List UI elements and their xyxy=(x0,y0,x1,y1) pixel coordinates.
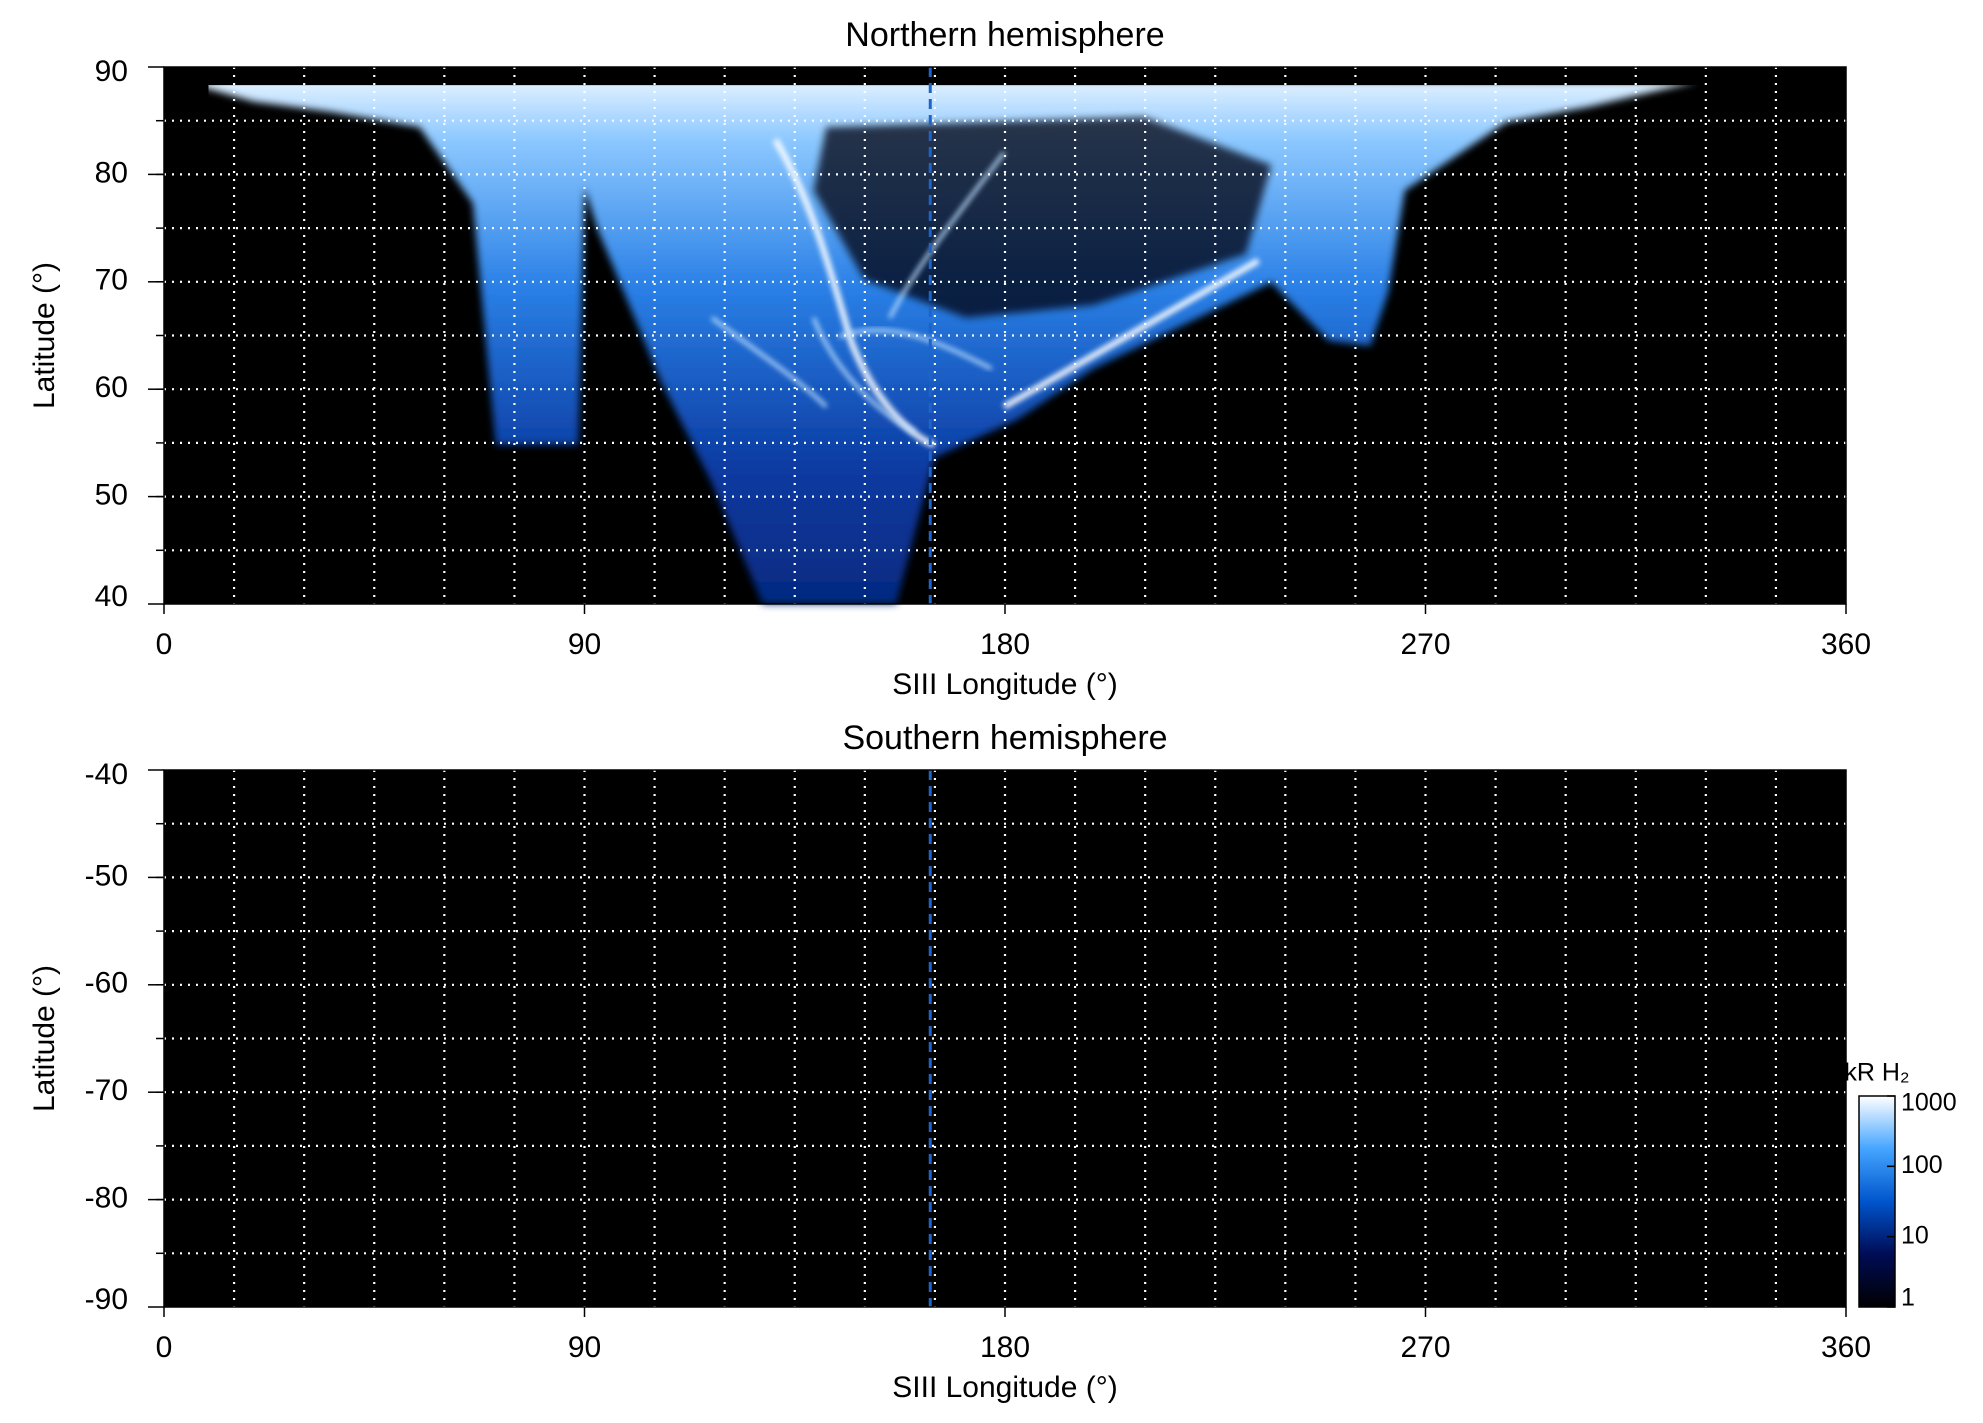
colorbar-tick-label: 10 xyxy=(1901,1221,1929,1249)
y-tick-label: -60 xyxy=(85,967,128,1000)
y-tick-label: 90 xyxy=(95,55,128,88)
x-tick-label: 90 xyxy=(568,1331,601,1364)
x-tick-label: 180 xyxy=(980,1331,1030,1364)
y-tick-label: 60 xyxy=(95,371,128,404)
colorbar-label: kR H₂ xyxy=(1844,1059,1909,1087)
x-tick-label: 270 xyxy=(1400,628,1450,661)
y-tick-label: -90 xyxy=(85,1283,128,1316)
panel: Northern hemisphere 40 50 60 70 80 90 0 90 180 270… xyxy=(28,16,1871,701)
x-tick-label: 360 xyxy=(1821,628,1871,661)
aurora-image xyxy=(208,85,1681,604)
y-tick-label: 80 xyxy=(95,156,128,189)
x-axis-label: SIII Longitude (°) xyxy=(892,1371,1117,1404)
aurora-arc xyxy=(1002,257,1261,410)
y-tick-label: -50 xyxy=(85,859,128,892)
dark-cap xyxy=(813,116,1272,318)
aurora-arc xyxy=(888,151,1006,319)
x-tick-label: 0 xyxy=(156,1331,173,1364)
aurora-arc xyxy=(838,328,993,371)
y-tick-label: 70 xyxy=(95,264,128,297)
x-tick-label: 360 xyxy=(1821,1331,1871,1364)
y-axis-label: Latitude (°) xyxy=(28,965,61,1112)
panel: Southern hemisphere -90 -80 -70 -60 -50 -40 0 90… xyxy=(28,719,1871,1404)
colorbar-tick-label: 1 xyxy=(1901,1284,1915,1312)
x-axis-label: SIII Longitude (°) xyxy=(892,668,1117,701)
y-tick-label: -80 xyxy=(85,1182,128,1215)
colorbar-tick-label: 1000 xyxy=(1901,1089,1957,1117)
aurora-arc xyxy=(811,317,917,434)
x-tick-label: 270 xyxy=(1400,1331,1450,1364)
y-tick-label: -70 xyxy=(85,1074,128,1107)
y-axis-label: Latitude (°) xyxy=(28,262,61,409)
x-tick-label: 0 xyxy=(156,628,173,661)
colorbar-scale xyxy=(1858,1095,1896,1308)
panel-title: Northern hemisphere xyxy=(845,16,1164,54)
y-tick-label: 40 xyxy=(95,580,128,613)
y-tick-label: 50 xyxy=(95,479,128,512)
colorbar-tick-label: 100 xyxy=(1901,1151,1943,1179)
panel-title: Southern hemisphere xyxy=(842,719,1167,757)
aurora-arc xyxy=(710,316,828,409)
y-tick-label: -40 xyxy=(85,758,128,791)
x-tick-label: 90 xyxy=(568,628,601,661)
x-tick-label: 180 xyxy=(980,628,1030,661)
